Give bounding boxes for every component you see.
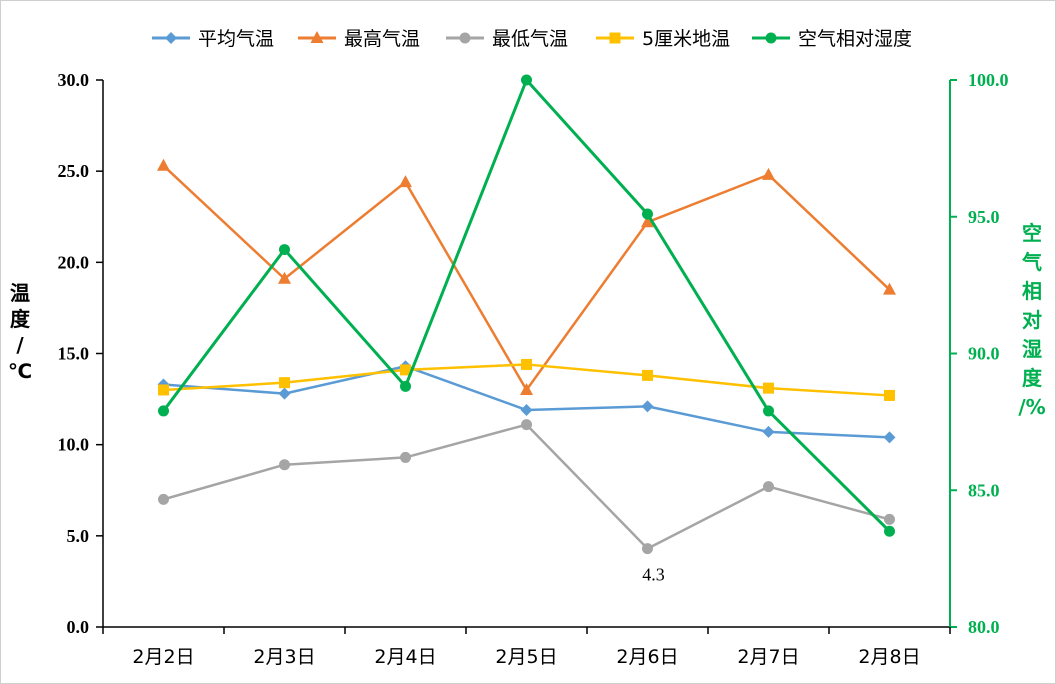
y-right-axis-title-char: 湿 — [1022, 337, 1042, 361]
series-point — [520, 382, 533, 395]
y-right-axis-title-char: 相 — [1022, 279, 1042, 303]
series-point — [520, 404, 533, 417]
series-point — [400, 364, 411, 376]
y-right-axis-title-char: /% — [1018, 395, 1045, 419]
y-left-tick-label: 0.0 — [67, 617, 90, 637]
series-point — [763, 382, 774, 394]
legend-label: 空气相对湿度 — [798, 28, 912, 50]
legend-swatch-marker — [609, 32, 621, 44]
series-point — [884, 389, 895, 401]
y-left-axis-title-char: / — [16, 333, 24, 357]
series-point — [642, 543, 653, 555]
legend-label: 5厘米地温 — [642, 28, 730, 50]
series-point — [158, 384, 169, 396]
legend-swatch-marker — [765, 32, 777, 44]
series-point — [158, 493, 169, 505]
series-point — [279, 244, 290, 256]
y-right-axis-title-char: 空 — [1022, 221, 1042, 245]
legend-item-1: 平均气温 — [152, 28, 274, 50]
y-left-tick-label: 5.0 — [67, 526, 90, 546]
legend-item-5: 空气相对湿度 — [752, 28, 912, 50]
legend-swatch-marker — [165, 32, 177, 44]
series-line — [162, 164, 891, 392]
x-tick-label: 2月5日 — [495, 646, 557, 668]
axes-group: 0.0 5.0 10.0 15.0 20.0 25.0 30.0 80.0 85.0 90.0 95… — [8, 70, 1046, 668]
legend-item-3: 最低气温 — [446, 28, 568, 50]
x-tick-label: 2月6日 — [616, 646, 678, 668]
y-right-tick-label: 85.0 — [968, 480, 1000, 500]
y-right-tick-label: 90.0 — [968, 344, 1000, 364]
y-left-tick-label: 10.0 — [58, 435, 90, 455]
series-point — [642, 208, 653, 220]
x-tick-label: 2月7日 — [737, 646, 799, 668]
series-2 — [157, 158, 896, 395]
series-point — [521, 419, 532, 431]
x-tick-label: 2月8日 — [858, 646, 920, 668]
x-tick-label: 2月2日 — [132, 646, 194, 668]
series-point — [641, 215, 654, 228]
series-point — [884, 525, 895, 537]
series-point — [278, 271, 291, 284]
series-5 — [158, 74, 895, 537]
series-point — [399, 175, 412, 188]
series-point — [158, 405, 169, 417]
legend-label: 平均气温 — [198, 28, 274, 50]
series-point — [157, 158, 170, 171]
series-point — [884, 513, 895, 525]
y-left-tick-label: 20.0 — [58, 252, 90, 272]
legend-swatch-marker — [459, 32, 471, 44]
y-left-tick-label: 25.0 — [58, 161, 90, 181]
series-point — [521, 358, 532, 370]
y-left-tick-label: 15.0 — [58, 344, 90, 364]
y-left-tick-label: 30.0 — [58, 70, 90, 90]
legend-label: 最低气温 — [492, 28, 568, 50]
x-tick-label: 2月4日 — [374, 646, 436, 668]
y-right-axis-title-char: 气 — [1021, 250, 1042, 274]
y-right-tick-label: 95.0 — [968, 207, 1000, 227]
series-point — [641, 400, 654, 413]
data-label: 4.3 — [642, 565, 665, 585]
y-right-tick-label: 80.0 — [968, 617, 1000, 637]
series-point — [763, 405, 774, 417]
series-point — [762, 425, 775, 438]
series-3 — [158, 419, 895, 555]
series-group: 4.3 — [157, 74, 896, 585]
y-right-axis-title-char: 度 — [1022, 366, 1043, 390]
series-point — [642, 369, 653, 381]
series-point — [762, 167, 775, 180]
series-point — [400, 380, 411, 392]
series-point — [279, 459, 290, 471]
y-left-axis-title-char: 温 — [10, 281, 30, 305]
series-4 — [158, 358, 895, 401]
series-point — [521, 74, 532, 86]
y-left-axis-title-char: 度 — [10, 307, 31, 331]
legend-label: 最高气温 — [344, 28, 420, 50]
series-point — [400, 451, 411, 463]
legend-swatch-marker — [310, 31, 324, 43]
x-tick-label: 2月3日 — [253, 646, 315, 668]
y-left-axis-title-char: ℃ — [8, 359, 32, 383]
series-point — [763, 481, 774, 493]
series-point — [279, 377, 290, 389]
legend-item-2: 最高气温 — [298, 28, 420, 50]
y-right-axis-title-char: 对 — [1022, 308, 1042, 332]
y-right-tick-label: 100.0 — [968, 70, 1009, 90]
legend-item-4: 5厘米地温 — [596, 28, 730, 50]
series-1 — [157, 360, 896, 444]
series-point — [883, 431, 896, 444]
series-line — [162, 78, 891, 533]
series-line — [163, 423, 890, 550]
series-point — [278, 387, 291, 400]
legend-group: 平均气温 最高气温 最低气温 5厘米地温 空气相对湿度 — [152, 28, 912, 50]
series-point — [883, 282, 896, 295]
